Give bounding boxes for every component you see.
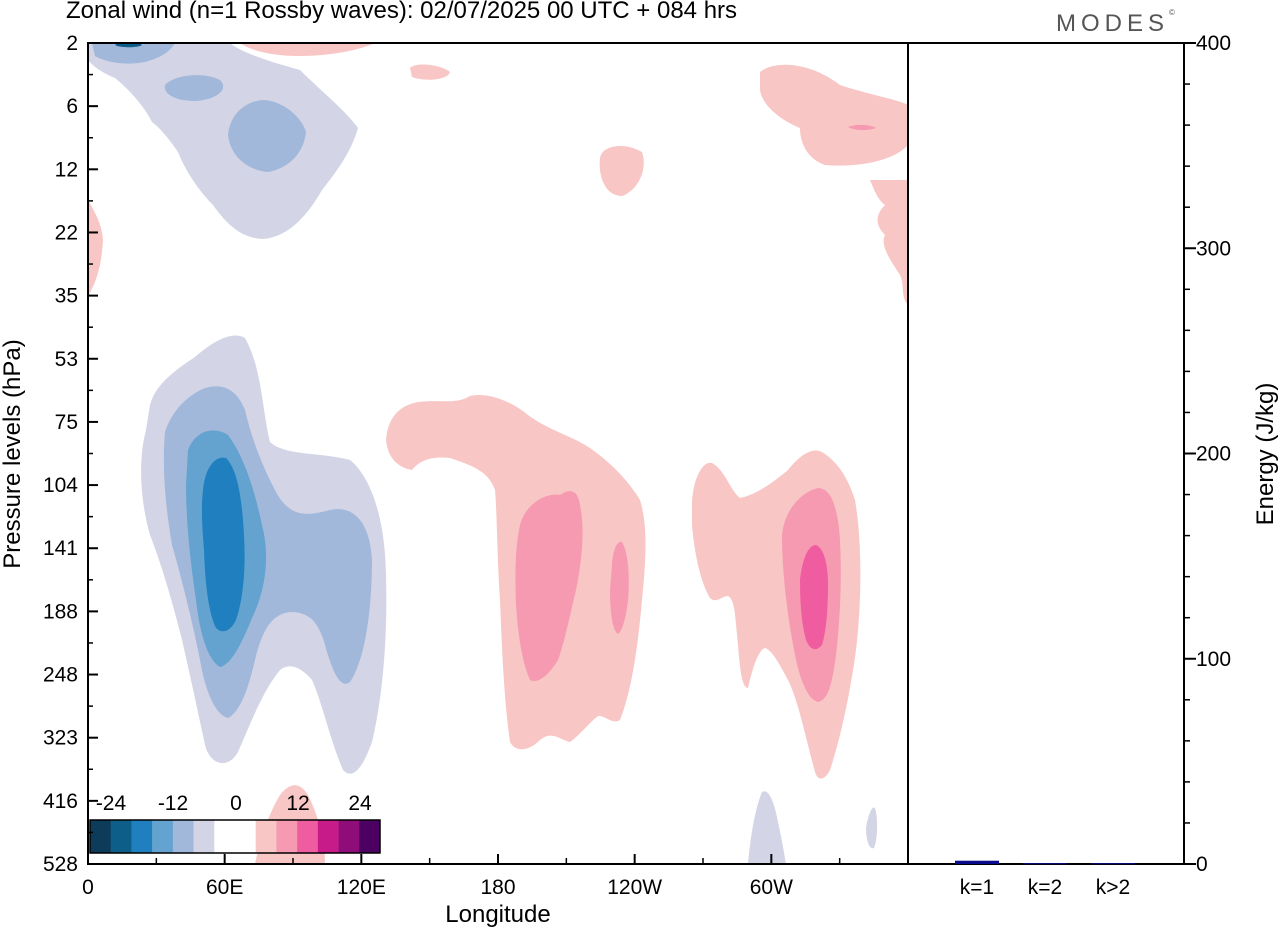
logo-mark: © <box>1169 8 1175 17</box>
contour-region <box>748 791 786 864</box>
colorbar-swatch <box>317 820 339 853</box>
pressure-tick-label: 528 <box>43 853 78 876</box>
contour-region <box>410 64 450 80</box>
colorbar-swatch <box>172 820 194 853</box>
modes-logo: MODES© <box>1056 8 1175 38</box>
colorbar-swatch <box>235 820 257 853</box>
logo-text: MODES <box>1056 10 1170 37</box>
colorbar-swatch <box>359 820 381 853</box>
colorbar <box>89 819 381 854</box>
longitude-tick-label: 0 <box>82 876 94 899</box>
energy-tick-label: 300 <box>1196 237 1231 260</box>
wavenumber-axis: k=1 k=2 k>2 <box>960 876 1130 899</box>
colorbar-swatch <box>214 820 236 853</box>
colorbar-swatch <box>297 820 319 853</box>
colorbar-swatch <box>110 820 132 853</box>
energy-axis-title: Energy (J/kg) <box>1252 383 1279 526</box>
energy-bar <box>955 860 999 864</box>
contour-region <box>115 43 142 48</box>
energy-axis: 0 100 200 300 400 <box>1184 32 1231 876</box>
colorbar-tick-label: 0 <box>230 792 242 815</box>
longitude-tick-label: 60W <box>750 876 793 899</box>
colorbar-tick-label: -12 <box>158 792 188 815</box>
pressure-tick-label: 75 <box>55 411 78 434</box>
contour-region <box>515 491 583 682</box>
pressure-tick-label: 35 <box>55 285 78 308</box>
pressure-tick-label: 12 <box>55 158 78 181</box>
colorbar-tick-label: 24 <box>348 792 372 815</box>
longitude-tick-label: 60E <box>206 876 243 899</box>
longitude-tick-label: 180 <box>480 876 515 899</box>
pressure-tick-label: 188 <box>43 600 78 623</box>
contour-region <box>164 75 224 101</box>
pressure-tick-label: 416 <box>43 790 78 813</box>
colorbar-tick-label: 12 <box>286 792 309 815</box>
colorbar-swatch <box>338 820 360 853</box>
energy-tick-label: 400 <box>1196 32 1231 55</box>
contour-region <box>760 64 908 166</box>
longitude-tick-label: 120E <box>337 876 386 899</box>
y-axis-title: Pressure levels (hPa) <box>0 339 26 568</box>
contour-region <box>800 545 828 650</box>
wavenumber-label: k=2 <box>1028 876 1062 899</box>
pressure-tick-label: 53 <box>55 348 78 371</box>
colorbar-swatch <box>193 820 215 853</box>
contour-region <box>240 43 375 56</box>
energy-tick-label: 200 <box>1196 443 1231 466</box>
longitude-axis: 0 60E 120E 180 120W 60W <box>82 854 841 899</box>
energy-tick-label: 100 <box>1196 648 1231 671</box>
contour-region <box>88 200 103 296</box>
contour-region <box>201 457 245 632</box>
contour-region <box>228 100 306 172</box>
chart-title: Zonal wind (n=1 Rossby waves): 02/07/202… <box>66 0 738 24</box>
contour-region <box>848 124 876 131</box>
energy-bars <box>955 860 1135 865</box>
pressure-tick-label: 2 <box>66 32 78 55</box>
colorbar-swatch <box>255 820 277 853</box>
contour-region <box>870 180 908 305</box>
contour-region <box>599 146 644 196</box>
wavenumber-label: k=1 <box>960 876 994 899</box>
energy-tick-label: 0 <box>1196 853 1208 876</box>
colorbar-tick-label: -24 <box>96 792 127 815</box>
colorbar-frame <box>89 819 381 854</box>
contour-region <box>88 43 358 239</box>
pressure-tick-label: 22 <box>55 221 78 244</box>
colorbar-swatch <box>90 820 112 853</box>
x-axis-title: Longitude <box>445 901 550 928</box>
energy-bar <box>1091 863 1135 865</box>
contour-region <box>610 541 629 634</box>
pressure-tick-label: 248 <box>43 664 78 687</box>
pressure-tick-label: 104 <box>43 474 78 497</box>
wavenumber-label: k>2 <box>1096 876 1130 899</box>
pressure-tick-label: 6 <box>66 95 78 118</box>
colorbar-swatch <box>152 820 174 853</box>
pressure-tick-label: 323 <box>43 727 78 750</box>
contour-field <box>88 43 908 864</box>
pressure-axis: 2 6 12 22 35 53 75 104 141 188 248 323 416 528 <box>43 32 98 876</box>
colorbar-labels: -24 -12 0 12 24 <box>96 792 372 815</box>
colorbar-swatch <box>131 820 153 853</box>
pressure-tick-label: 141 <box>43 537 78 560</box>
energy-bar <box>1023 863 1067 865</box>
contour-region <box>866 807 878 849</box>
colorbar-swatch <box>276 820 298 853</box>
contour-region <box>92 43 175 64</box>
longitude-tick-label: 120W <box>607 876 662 899</box>
